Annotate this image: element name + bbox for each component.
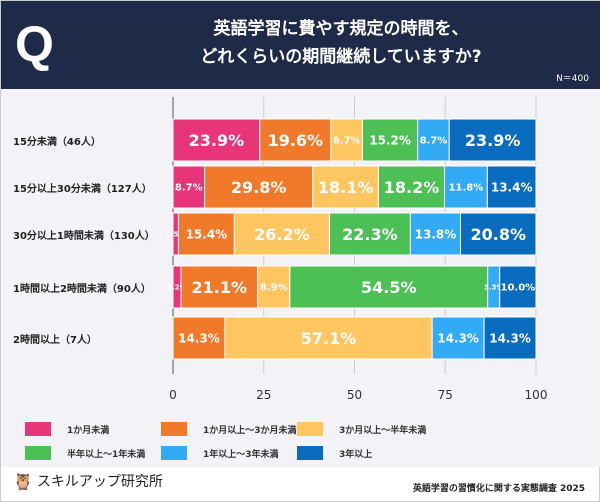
data-label: 13.8%	[415, 227, 457, 241]
data-label: 8.7%	[333, 136, 361, 147]
category-label: 15分以上30分未満（127人）	[13, 184, 152, 195]
data-label: 23.9%	[465, 131, 521, 150]
x-tick-label: 25	[256, 388, 271, 402]
category-label: 2時間以上（7人）	[13, 335, 97, 346]
bar-segment	[459, 212, 537, 256]
category-label: 1時間以上2時間未満（90人）	[13, 284, 151, 295]
title-line-1: 英語学習に費やす規定の時間を、	[213, 19, 469, 39]
bar-segment	[499, 265, 537, 309]
legend-item: 半年以上～1年未満	[25, 446, 145, 460]
owl-logo-icon: 🦉	[13, 471, 33, 491]
legend-swatch	[297, 422, 323, 436]
bar-segment	[180, 265, 259, 309]
legend-item: 1か月未満	[25, 422, 109, 436]
legend-item: 1か月以上～3か月未満	[161, 422, 297, 436]
legend-swatch	[161, 422, 187, 436]
legend-label: 3か月以上～半年未満	[339, 425, 427, 436]
legend-label: 1年以上～3年未満	[203, 449, 279, 460]
chart-title: 英語学習に費やす規定の時間を、 どれくらいの期間継続していますか?	[101, 15, 581, 71]
data-label: 22.3%	[342, 225, 398, 244]
legend-item: 1年以上～3年未満	[161, 446, 279, 460]
data-label: 3.3%	[484, 284, 503, 292]
logo: 🦉 スキルアップ研究所	[13, 471, 163, 491]
data-label: 11.8%	[449, 183, 484, 194]
bar-segment	[172, 316, 226, 360]
bar-segment	[483, 316, 537, 360]
source-text: 英語学習の習慣化に関する実態調査 2025	[412, 484, 585, 494]
legend-swatch	[161, 446, 187, 460]
legend-swatch	[25, 422, 51, 436]
bar-chart: 0 25 50 75 100 23.9% 19.6% 8.7% 15.2% 8.7% 23.9% 8.…	[166, 97, 548, 402]
data-label: 23.9%	[189, 131, 245, 150]
data-label: 19.6%	[268, 131, 324, 150]
legend-swatch	[25, 446, 51, 460]
bar-segment	[177, 212, 235, 256]
legend-label: 1か月未満	[67, 425, 110, 436]
bar-segment	[448, 118, 537, 162]
bar-segment	[361, 118, 419, 162]
data-label: 18.2%	[384, 178, 440, 197]
data-label: 10.0%	[500, 283, 535, 294]
q-icon: Q	[15, 16, 54, 72]
bar-segment	[431, 316, 485, 360]
legend-label: 半年以上～1年未満	[67, 449, 146, 460]
data-label: 15.2%	[369, 133, 411, 147]
bar-segment	[224, 316, 433, 360]
header: Q 英語学習に費やす規定の時間を、 どれくらいの期間継続していますか? N＝40…	[1, 1, 600, 89]
data-label: 14.3%	[178, 331, 220, 345]
data-label: 57.1%	[301, 329, 357, 348]
bar-segment	[257, 265, 291, 309]
logo-text: スキルアップ研究所	[36, 474, 163, 490]
bar-segment	[377, 165, 446, 209]
data-label: 8.9%	[260, 283, 288, 294]
category-label: 30分以上1時間未満（130人）	[13, 231, 155, 242]
data-label: 1.5%	[166, 231, 185, 239]
sample-size: N＝400	[556, 74, 589, 84]
data-label: 15.4%	[186, 227, 228, 241]
data-label: 8.7%	[175, 183, 203, 194]
bar-segment	[444, 165, 488, 209]
legend-swatch	[297, 446, 323, 460]
data-label: 18.1%	[318, 178, 374, 197]
legend-item: 3年以上	[297, 446, 372, 460]
data-label: 14.3%	[437, 331, 479, 345]
legend-label: 1か月以上～3か月未満	[203, 425, 297, 436]
data-label: 54.5%	[361, 278, 417, 297]
bar-segment	[204, 165, 314, 209]
data-label: 20.8%	[470, 225, 526, 244]
bar-segment	[233, 212, 330, 256]
data-label: 8.7%	[420, 136, 448, 147]
legend-label: 3年以上	[339, 449, 373, 460]
legend-item: 3か月以上～半年未満	[297, 422, 426, 436]
data-label: 13.4%	[491, 180, 533, 194]
category-label: 15分未満（46人）	[13, 137, 101, 148]
data-label: 29.8%	[231, 178, 287, 197]
bar-segment	[259, 118, 332, 162]
x-tick-label: 50	[347, 388, 362, 402]
data-label: 14.3%	[489, 331, 531, 345]
x-tick-label: 100	[525, 388, 548, 402]
bar-segment	[328, 212, 411, 256]
data-label: 21.1%	[192, 278, 248, 297]
x-tick-label: 0	[169, 388, 177, 402]
bar-segment	[417, 118, 450, 162]
bar-segment	[289, 265, 489, 309]
data-label: 26.2%	[254, 225, 310, 244]
bar-segment	[312, 165, 379, 209]
bar-segment	[172, 165, 206, 209]
x-tick-label: 75	[438, 388, 453, 402]
title-line-2: どれくらいの期間継続していますか?	[200, 47, 482, 67]
data-label: 2.2%	[167, 284, 186, 292]
bar-segment	[409, 212, 461, 256]
bar-segment	[486, 165, 537, 209]
